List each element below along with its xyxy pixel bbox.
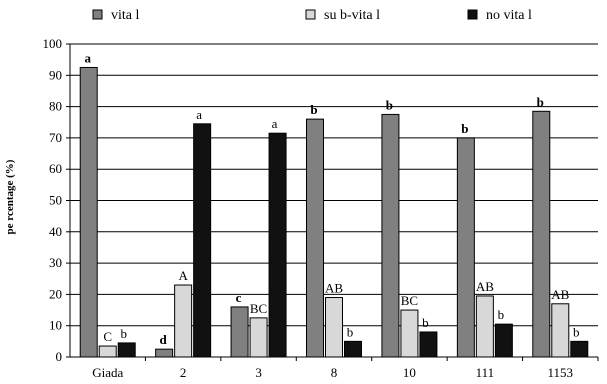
bar — [306, 118, 324, 358]
x-tick-label: 10 — [403, 365, 416, 380]
y-axis-ticks: 0 10 20 30 40 50 60 70 80 90 100 — [43, 36, 70, 364]
bar — [456, 137, 475, 358]
x-tick-label: 3 — [255, 365, 262, 380]
bar — [532, 110, 551, 358]
bar — [344, 340, 362, 358]
bar-label: c — [236, 290, 242, 305]
bar — [400, 309, 419, 358]
bar — [249, 317, 268, 358]
bar-label: AB — [325, 281, 343, 296]
legend: vita l su b-vita l no vita l — [92, 8, 532, 23]
bar — [155, 348, 174, 358]
legend-swatch — [92, 9, 103, 20]
bar — [98, 345, 117, 358]
bar-labels: a C b d Aa c BC a b AB b b BC b b AB b b AB b — [84, 50, 579, 347]
bar-label: b — [537, 94, 544, 109]
bar-label: BC — [401, 293, 418, 308]
x-tick-label: 1153 — [548, 365, 574, 380]
gridlines — [70, 43, 598, 358]
y-axis-label: pe rcentage (%) — [4, 159, 16, 234]
bar — [268, 132, 287, 358]
bar — [551, 303, 570, 358]
bars — [79, 66, 589, 358]
bar — [79, 66, 98, 358]
bar — [419, 331, 438, 358]
bar-label: b — [422, 315, 429, 330]
y-tick-label: 50 — [49, 193, 62, 208]
bar — [570, 340, 589, 358]
y-tick-label: 20 — [49, 286, 62, 301]
bar-label: d — [160, 332, 168, 347]
bar-label: AB — [551, 287, 569, 302]
bar — [475, 295, 494, 358]
x-tick-label: 2 — [180, 365, 187, 380]
bar-label: a — [272, 116, 278, 131]
y-tick-label: 10 — [49, 318, 62, 333]
bar-label: b — [573, 324, 580, 339]
bar-label: b — [461, 121, 468, 136]
bar — [117, 342, 136, 358]
bar-label: b — [120, 326, 127, 341]
bar-label: C — [103, 329, 112, 344]
bar-label: b — [310, 102, 317, 117]
x-tick-label: Giada — [92, 365, 123, 380]
bar — [325, 297, 343, 358]
bar — [193, 123, 212, 358]
bar-label: AB — [476, 279, 494, 294]
bar — [494, 323, 513, 358]
bar-label: BC — [250, 301, 267, 316]
x-axis: Giada 2 3 8 10 111 1153 — [69, 44, 599, 380]
legend-label: vita l — [111, 8, 139, 23]
legend-label: no vita l — [486, 8, 532, 23]
x-tick-label: 8 — [331, 365, 338, 380]
bar — [381, 113, 400, 358]
legend-swatch — [467, 9, 478, 20]
y-tick-label: 30 — [49, 255, 62, 270]
y-tick-label: 70 — [49, 130, 62, 145]
y-tick-label: 80 — [49, 99, 62, 114]
legend-label: su b-vita l — [324, 8, 380, 23]
y-tick-label: 0 — [56, 349, 63, 364]
y-tick-label: 40 — [49, 224, 62, 239]
bar-label: A — [178, 268, 188, 283]
y-tick-label: 60 — [49, 161, 62, 176]
y-tick-label: 90 — [49, 67, 62, 82]
bar-label: b — [498, 307, 505, 322]
bar-label: b — [386, 97, 393, 112]
x-tick-label: 111 — [476, 365, 495, 380]
bar — [230, 306, 249, 358]
bar — [174, 284, 193, 358]
legend-swatch — [305, 9, 316, 20]
y-tick-label: 100 — [43, 36, 63, 51]
bar-label: a — [196, 107, 202, 122]
bar-label: a — [84, 50, 91, 65]
bar-label: b — [347, 324, 354, 339]
